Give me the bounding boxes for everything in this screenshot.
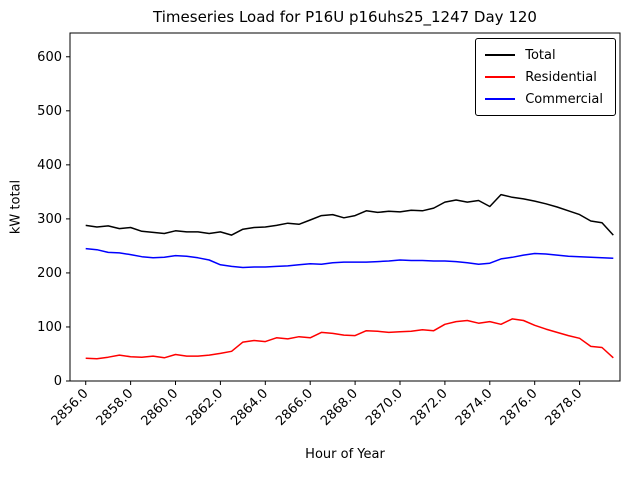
legend-entry-total: Total bbox=[485, 44, 603, 66]
legend-label-commercial: Commercial bbox=[525, 91, 603, 107]
svg-text:2864.0: 2864.0 bbox=[228, 386, 271, 429]
svg-text:2862.0: 2862.0 bbox=[183, 386, 226, 429]
svg-text:2868.0: 2868.0 bbox=[318, 386, 361, 429]
commercial-line-sample bbox=[485, 98, 516, 100]
svg-text:2866.0: 2866.0 bbox=[273, 386, 316, 429]
legend-label-total: Total bbox=[525, 47, 556, 63]
svg-text:100: 100 bbox=[37, 320, 62, 335]
residential-line-sample bbox=[485, 76, 516, 78]
svg-text:600: 600 bbox=[37, 50, 62, 65]
svg-text:500: 500 bbox=[37, 104, 62, 119]
svg-text:2856.0: 2856.0 bbox=[49, 386, 92, 429]
svg-text:200: 200 bbox=[37, 266, 62, 281]
svg-text:2858.0: 2858.0 bbox=[94, 386, 137, 429]
svg-text:2878.0: 2878.0 bbox=[543, 386, 586, 429]
x-axis-label: Hour of Year bbox=[305, 447, 385, 462]
svg-text:0: 0 bbox=[54, 374, 62, 389]
svg-text:400: 400 bbox=[37, 158, 62, 173]
y-axis-label: kW total bbox=[8, 179, 24, 235]
legend: Total Residential Commercial bbox=[475, 38, 616, 116]
svg-text:2872.0: 2872.0 bbox=[408, 386, 451, 429]
svg-text:2874.0: 2874.0 bbox=[453, 386, 496, 429]
svg-text:2860.0: 2860.0 bbox=[139, 386, 182, 429]
legend-entry-residential: Residential bbox=[485, 66, 603, 88]
legend-label-residential: Residential bbox=[525, 69, 597, 85]
legend-entry-commercial: Commercial bbox=[485, 88, 603, 110]
svg-text:2870.0: 2870.0 bbox=[363, 386, 406, 429]
chart-title: Timeseries Load for P16U p16uhs25_1247 D… bbox=[153, 8, 537, 26]
total-line-sample bbox=[485, 54, 516, 56]
svg-text:300: 300 bbox=[37, 212, 62, 227]
svg-text:2876.0: 2876.0 bbox=[498, 386, 541, 429]
